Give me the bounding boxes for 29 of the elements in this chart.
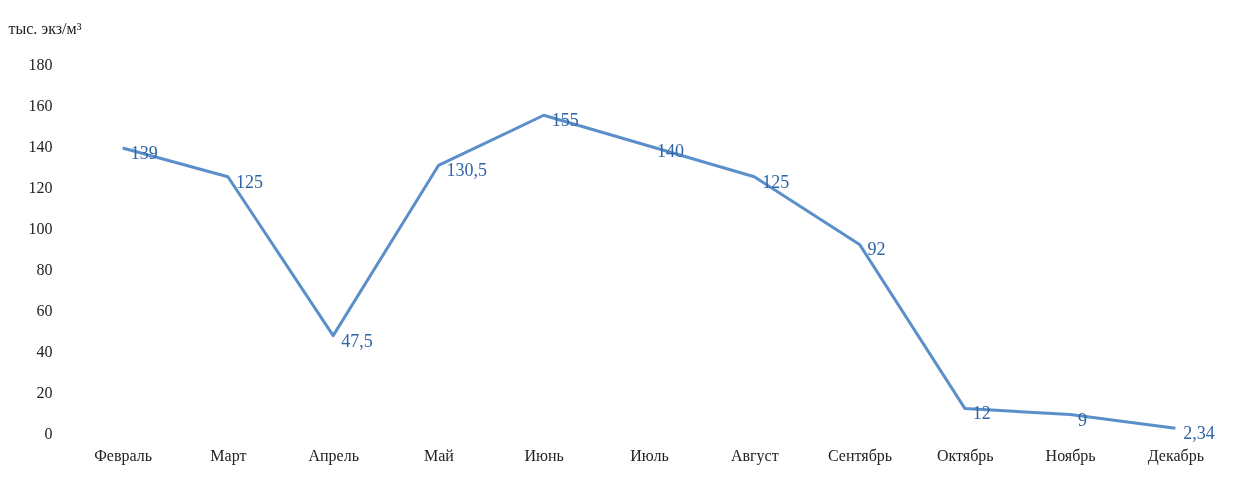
x-tick-label: Июль: [630, 446, 669, 464]
x-tick-label: Февраль: [94, 446, 153, 465]
x-tick-label: Сентябрь: [827, 446, 893, 465]
text: 125: [235, 171, 263, 192]
y-tick-label: 120: [28, 178, 53, 196]
x-tick-label: Март: [210, 446, 247, 465]
y-axis-title: тыс. экз/м³: [8, 19, 82, 37]
text: 125: [762, 171, 790, 192]
x-tick-label: Ноябрь: [1045, 446, 1096, 465]
y-tick-label: 0: [44, 424, 53, 442]
x-tick-label: Октябрь: [936, 446, 994, 465]
y-tick-label: 160: [28, 96, 53, 114]
x-tick-label: Август: [730, 446, 779, 465]
y-tick-label: 40: [36, 342, 53, 360]
y-tick-label: 180: [28, 55, 53, 73]
text: 47,5: [341, 330, 373, 351]
x-tick-label: Май: [424, 446, 455, 464]
x-tick-label: Декабрь: [1147, 446, 1204, 465]
text: 92: [867, 239, 886, 260]
text: 130,5: [446, 160, 487, 181]
y-tick-label: 100: [28, 219, 53, 237]
x-tick-label: Июнь: [524, 446, 564, 464]
line-series: [121, 113, 1177, 430]
y-tick-label: 20: [36, 383, 53, 401]
x-tick-label: Апрель: [308, 446, 359, 465]
text: 2,34: [1183, 423, 1215, 444]
y-tick-label: 60: [36, 301, 53, 319]
y-tick-label: 80: [36, 260, 53, 278]
y-tick-label: 140: [28, 137, 53, 155]
